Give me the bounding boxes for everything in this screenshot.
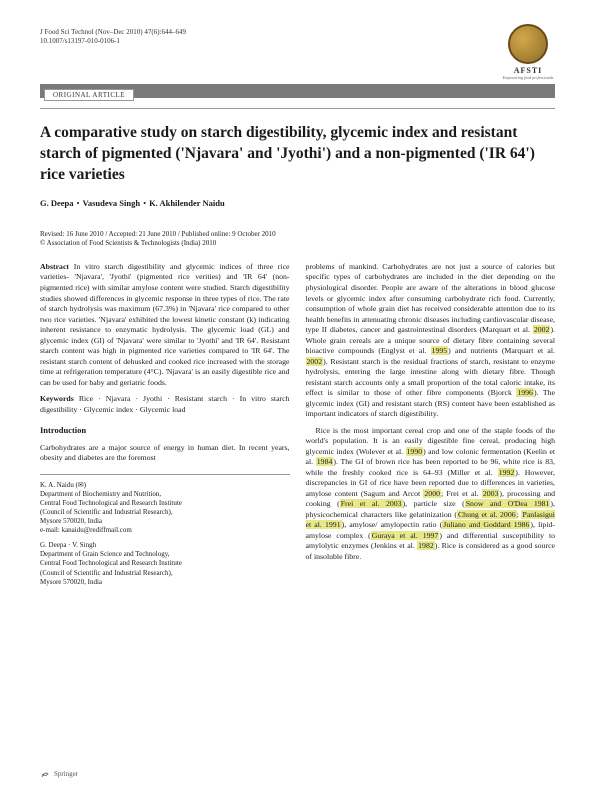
author-separator: •	[143, 198, 146, 208]
divider-top	[40, 108, 555, 109]
citation-link[interactable]: 1992	[498, 468, 516, 477]
springer-icon	[40, 769, 50, 779]
body-paragraph: problems of mankind. Carbohydrates are n…	[306, 262, 556, 420]
abstract-label: Abstract	[40, 262, 69, 271]
citation-link[interactable]: Juliano and Goddard 1986	[442, 520, 530, 529]
affiliation-institute: Central Food Technological and Research …	[40, 499, 290, 508]
affiliation-city: Mysore 570020, India	[40, 517, 290, 526]
affiliation-council: (Council of Scientific and Industrial Re…	[40, 508, 290, 517]
citation-link[interactable]: Snow and O'Dea 1981	[465, 499, 551, 508]
affiliation-dept: Department of Grain Science and Technolo…	[40, 550, 290, 559]
citation-link[interactable]: 1995	[431, 346, 449, 355]
affiliation-block-2: G. Deepa · V. Singh Department of Grain …	[40, 541, 290, 586]
abstract-text: In vitro starch digestibility and glycem…	[40, 262, 290, 387]
affiliation-institute: Central Food Technological and Research …	[40, 559, 290, 568]
citation-link[interactable]: 2002	[306, 357, 324, 366]
citation-link[interactable]: 2002	[533, 325, 551, 334]
publisher-logo: AFSTI Empowering food professionals	[501, 24, 555, 78]
publication-dates: Revised: 16 June 2010 / Accepted: 21 Jun…	[40, 230, 555, 248]
author: K. Akhilender Naidu	[149, 198, 225, 208]
affiliation-block-1: K. A. Naidu (✉) Department of Biochemist…	[40, 474, 290, 536]
keywords-text: Rice · Njavara · Jyothi · Resistant star…	[40, 394, 290, 414]
page-header: J Food Sci Technol (Nov–Dec 2010) 47(6):…	[40, 28, 555, 78]
page: J Food Sci Technol (Nov–Dec 2010) 47(6):…	[0, 0, 595, 617]
section-heading-introduction: Introduction	[40, 425, 290, 436]
citation-link[interactable]: 2000	[423, 489, 441, 498]
author: Vasudeva Singh	[83, 198, 141, 208]
journal-citation: J Food Sci Technol (Nov–Dec 2010) 47(6):…	[40, 28, 186, 37]
publisher-name: Springer	[54, 770, 78, 778]
logo-text: AFSTI	[501, 66, 555, 75]
journal-doi: 10.1007/s13197-010-0106-1	[40, 37, 186, 46]
logo-emblem	[508, 24, 548, 64]
page-footer: Springer	[40, 769, 78, 779]
citation-link[interactable]: 1990	[406, 447, 424, 456]
citation-link[interactable]: Guraya et al. 1997	[371, 531, 440, 540]
affiliation-authors: G. Deepa · V. Singh	[40, 541, 290, 550]
citation-link[interactable]: 1984	[316, 457, 334, 466]
copyright-line: © Association of Food Scientists & Techn…	[40, 239, 555, 248]
affiliation-email: e-mail: kanaidu@rediffmail.com	[40, 526, 290, 535]
author-separator: •	[77, 198, 80, 208]
intro-paragraph: Carbohydrates are a major source of ener…	[40, 443, 290, 464]
body-paragraph: Rice is the most important cereal crop a…	[306, 426, 556, 563]
affiliation-dept: Department of Biochemistry and Nutrition…	[40, 490, 290, 499]
corresponding-author: K. A. Naidu (✉)	[40, 481, 290, 490]
citation-link[interactable]: 2003	[482, 489, 500, 498]
article-title: A comparative study on starch digestibil…	[40, 123, 555, 186]
citation-link[interactable]: 1982	[417, 541, 435, 550]
affiliation-city: Mysore 570020, India	[40, 578, 290, 587]
journal-info: J Food Sci Technol (Nov–Dec 2010) 47(6):…	[40, 28, 186, 46]
article-type-label: ORIGINAL ARTICLE	[44, 89, 134, 101]
author: G. Deepa	[40, 198, 74, 208]
body-columns: Abstract In vitro starch digestibility a…	[40, 262, 555, 587]
article-type-bar: ORIGINAL ARTICLE	[40, 84, 555, 98]
keywords-label: Keywords	[40, 394, 74, 403]
citation-link[interactable]: Frei et al. 2003	[340, 499, 403, 508]
abstract: Abstract In vitro starch digestibility a…	[40, 262, 290, 388]
dates-line: Revised: 16 June 2010 / Accepted: 21 Jun…	[40, 230, 555, 239]
logo-tagline: Empowering food professionals	[501, 75, 555, 80]
citation-link[interactable]: 1996	[516, 388, 534, 397]
keywords: Keywords Rice · Njavara · Jyothi · Resis…	[40, 394, 290, 415]
citation-link[interactable]: Chung et al. 2006	[457, 510, 517, 519]
author-list: G. Deepa•Vasudeva Singh•K. Akhilender Na…	[40, 198, 555, 208]
affiliation-council: (Council of Scientific and Industrial Re…	[40, 569, 290, 578]
